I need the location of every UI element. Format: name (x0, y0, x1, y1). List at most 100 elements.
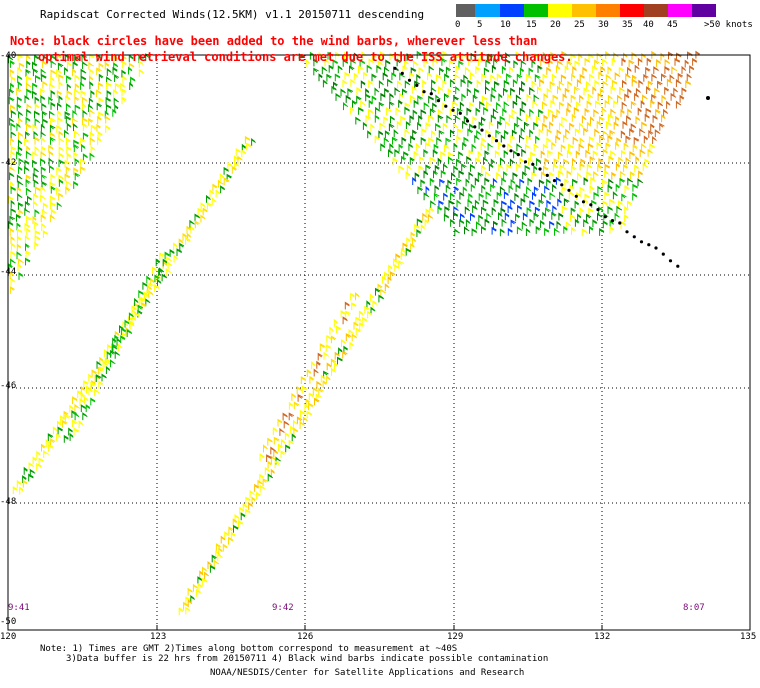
wind-barb (471, 143, 477, 152)
wind-barb (40, 123, 46, 132)
wind-barb (350, 106, 355, 115)
wind-barb (628, 59, 635, 68)
wind-barb (507, 205, 513, 213)
wind-barb (32, 159, 37, 168)
wind-barb (556, 64, 561, 73)
wind-barb (654, 87, 661, 96)
wind-barb (529, 129, 534, 138)
wind-barb (409, 156, 415, 165)
wind-barb (305, 58, 310, 67)
plot-frame (7, 54, 751, 631)
wind-barb (531, 171, 537, 180)
wind-barb (335, 325, 341, 334)
wind-barb (567, 102, 572, 111)
wind-barb (342, 58, 349, 67)
wind-barb (66, 122, 72, 131)
wind-barb (49, 181, 55, 190)
wind-barb (297, 393, 304, 402)
wind-barb (94, 388, 100, 397)
wind-barb (454, 73, 461, 82)
wind-barb (428, 95, 434, 104)
wind-barb (627, 177, 634, 186)
wind-barb (455, 86, 460, 95)
flag-circle (516, 153, 520, 157)
wind-barb (73, 144, 80, 152)
wind-barb (104, 61, 110, 70)
wind-barb (24, 222, 31, 231)
wind-barb (41, 145, 46, 154)
wind-barb (142, 281, 148, 290)
wind-barb (405, 247, 412, 256)
wind-barb (520, 197, 526, 206)
wind-barb (72, 68, 77, 77)
wind-barb (137, 304, 144, 313)
wind-barb (510, 87, 516, 96)
wind-barb (313, 58, 319, 67)
flag-circle (596, 208, 600, 212)
wind-barb (542, 143, 549, 152)
wind-barb (521, 148, 527, 157)
wind-barb (74, 172, 81, 181)
wind-barb (374, 114, 380, 123)
wind-barb (393, 258, 398, 267)
wind-barb (300, 376, 307, 384)
wind-barb (238, 519, 244, 528)
wind-barb (155, 258, 161, 267)
wind-barb (604, 191, 610, 200)
wind-barb (651, 93, 657, 102)
flag-circle (444, 104, 448, 108)
flag-circle (574, 194, 578, 198)
wind-barb (206, 201, 213, 210)
wind-barb (90, 145, 96, 154)
wind-barb (48, 96, 53, 105)
wind-barb (643, 135, 649, 144)
wind-barb (104, 359, 111, 368)
wind-barb (48, 150, 54, 159)
wind-barb (32, 90, 38, 99)
wind-barb (533, 165, 538, 174)
wind-barb (420, 179, 426, 188)
wind-barb (26, 215, 32, 224)
wind-barb (501, 200, 507, 209)
wind-barb (537, 86, 542, 94)
wind-barb (470, 183, 476, 192)
wind-barb (635, 116, 641, 124)
wind-barb (50, 136, 56, 145)
wind-barb (385, 107, 392, 116)
wind-barb (646, 57, 652, 66)
wind-barb (695, 50, 701, 59)
wind-barb (466, 107, 472, 116)
legend-label: 45 (667, 20, 678, 30)
wind-barb (114, 82, 121, 91)
wind-barb (629, 151, 635, 159)
wind-barb (140, 296, 145, 305)
wind-barb (18, 62, 25, 71)
note-line-2: optimal wind retrieval conditions are me… (38, 50, 573, 64)
wind-barb (42, 230, 49, 238)
wind-barb (515, 213, 521, 222)
wind-barb (602, 220, 608, 229)
wind-barb (197, 207, 203, 216)
wind-barb (9, 117, 15, 126)
wind-barb (148, 282, 154, 291)
wind-barb (402, 242, 408, 251)
wind-barb (599, 116, 605, 124)
wind-barb (570, 207, 576, 216)
wind-barb (453, 165, 459, 174)
wind-barb (456, 135, 461, 144)
wind-barb (562, 93, 568, 102)
legend-label: 30 (598, 20, 609, 30)
wind-barb (389, 101, 395, 109)
wind-barb (380, 143, 386, 152)
wind-barb (26, 75, 32, 84)
wind-barb (428, 137, 435, 146)
wind-barb (18, 110, 24, 119)
wind-barb (586, 163, 593, 172)
wind-barb (372, 300, 377, 309)
wind-barb (24, 166, 30, 174)
wind-barb (624, 214, 629, 222)
wind-barb (610, 150, 616, 159)
wind-barb (199, 570, 204, 579)
wind-barb (134, 297, 139, 306)
wind-barb (423, 59, 429, 68)
